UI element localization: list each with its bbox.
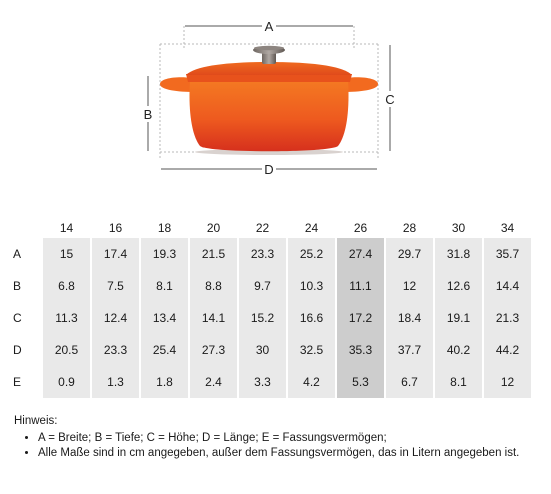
dimension-d-label: D: [264, 162, 273, 177]
table-cell: 15: [43, 238, 90, 270]
table-cell: 44.2: [484, 334, 531, 366]
table-cell: 30: [239, 334, 286, 366]
table-cell: 11.3: [43, 302, 90, 334]
table-row: D 20.5 23.3 25.4 27.3 30 32.5 35.3 37.7 40.2 44.2: [10, 334, 531, 366]
table-row: C 11.3 12.4 13.4 14.1 15.2 16.6 17.2 18.4 19.1 21.…: [10, 302, 531, 334]
table-cell: 14.1: [190, 302, 237, 334]
table-cell: 23.3: [92, 334, 139, 366]
table-cell: 1.3: [92, 366, 139, 398]
table-cell: 0.9: [43, 366, 90, 398]
row-label: A: [13, 247, 22, 261]
size-header-row: 14 16 18 20 22 24 26 28 30 34: [10, 218, 531, 238]
table-cell: 19.3: [141, 238, 188, 270]
table-cell: 12: [484, 366, 531, 398]
notes-section: Hinweis: A = Breite; B = Tiefe; C = Höhe…: [14, 414, 544, 461]
table-cell: 29.7: [386, 238, 433, 270]
table-cell: 40.2: [435, 334, 482, 366]
size-header-30: 30: [451, 221, 466, 235]
pot-dimension-diagram: A B C D: [144, 19, 395, 177]
size-header-28: 28: [402, 221, 417, 235]
table-cell: 6.8: [43, 270, 90, 302]
table-cell: 37.7: [386, 334, 433, 366]
table-cell: 5.3: [337, 366, 384, 398]
table-cell: 1.8: [141, 366, 188, 398]
table-cell: 19.1: [435, 302, 482, 334]
table-cell: 17.4: [92, 238, 139, 270]
table-row: A 15 17.4 19.3 21.5 23.3 25.2 27.4 29.7 31.8 35.7: [10, 238, 531, 270]
pot-illustration: [160, 45, 378, 155]
table-cell: 21.3: [484, 302, 531, 334]
table-cell: 12.6: [435, 270, 482, 302]
table-cell: 11.1: [337, 270, 384, 302]
table-cell: 20.5: [43, 334, 90, 366]
size-header-26: 26: [353, 221, 368, 235]
table-cell: 4.2: [288, 366, 335, 398]
notes-list: A = Breite; B = Tiefe; C = Höhe; D = Län…: [14, 431, 544, 461]
dimension-a-label: A: [265, 19, 274, 34]
table-cell: 7.5: [92, 270, 139, 302]
table-cell: 10.3: [288, 270, 335, 302]
table-cell: 8.8: [190, 270, 237, 302]
size-header-14: 14: [59, 221, 74, 235]
dimension-b-label: B: [144, 107, 153, 122]
table-cell: 31.8: [435, 238, 482, 270]
table-cell: 6.7: [386, 366, 433, 398]
table-cell: 3.3: [239, 366, 286, 398]
row-label: C: [13, 311, 22, 325]
size-header-24: 24: [304, 221, 319, 235]
table-cell: 9.7: [239, 270, 286, 302]
table-cell: 23.3: [239, 238, 286, 270]
table-cell: 35.7: [484, 238, 531, 270]
table-cell: 16.6: [288, 302, 335, 334]
note-item: A = Breite; B = Tiefe; C = Höhe; D = Län…: [38, 431, 544, 446]
table-cell: 12: [386, 270, 433, 302]
table-cell: 35.3: [337, 334, 384, 366]
table-cell: 27.3: [190, 334, 237, 366]
size-table: 14 16 18 20 22 24 26 28 30 34 A 15 17.4 19.3 21.5 23.3…: [8, 218, 533, 398]
size-header-34: 34: [500, 221, 515, 235]
table-cell: 32.5: [288, 334, 335, 366]
notes-heading: Hinweis:: [14, 415, 58, 427]
table-cell: 25.2: [288, 238, 335, 270]
table-cell: 17.2: [337, 302, 384, 334]
table-cell: 8.1: [141, 270, 188, 302]
table-row: E 0.9 1.3 1.8 2.4 3.3 4.2 5.3 6.7 8.1 12: [10, 366, 531, 398]
row-label: E: [13, 375, 22, 389]
table-corner: [10, 218, 41, 238]
table-row: B 6.8 7.5 8.1 8.8 9.7 10.3 11.1 12 12.6 14.4: [10, 270, 531, 302]
table-cell: 21.5: [190, 238, 237, 270]
table-cell: 15.2: [239, 302, 286, 334]
table-cell: 2.4: [190, 366, 237, 398]
table-cell: 8.1: [435, 366, 482, 398]
size-header-22: 22: [255, 221, 270, 235]
row-label: B: [13, 279, 22, 293]
dimension-c-label: C: [385, 92, 394, 107]
size-header-20: 20: [206, 221, 221, 235]
size-header-16: 16: [108, 221, 123, 235]
size-header-18: 18: [157, 221, 172, 235]
table-cell: 27.4: [337, 238, 384, 270]
table-cell: 14.4: [484, 270, 531, 302]
table-cell: 25.4: [141, 334, 188, 366]
row-label: D: [13, 343, 22, 357]
table-cell: 13.4: [141, 302, 188, 334]
note-item: Alle Maße sind in cm angegeben, außer de…: [38, 446, 544, 461]
table-cell: 12.4: [92, 302, 139, 334]
table-cell: 18.4: [386, 302, 433, 334]
